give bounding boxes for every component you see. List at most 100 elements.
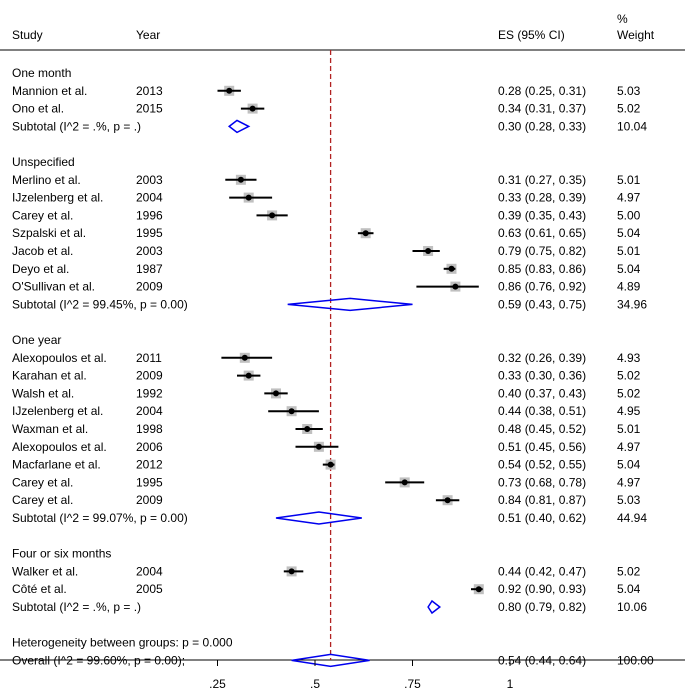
study-es: 0.33 (0.28, 0.39) [498,191,586,205]
study-es: 0.73 (0.68, 0.78) [498,475,586,489]
x-axis: .25 .5 .75 1 [209,660,514,691]
study-point [401,479,408,486]
subtotal-label: Subtotal (I^2 = .%, p = .) [12,600,141,614]
study-year: 2009 [136,280,163,294]
study-weight: 5.02 [617,369,641,383]
study-point [452,283,459,290]
study-weight: 5.02 [617,102,641,116]
study-es: 0.63 (0.61, 0.65) [498,226,586,240]
study-point [249,105,256,112]
study-name: Côté et al. [12,582,67,596]
study-weight: 4.95 [617,404,641,418]
study-es: 0.40 (0.37, 0.43) [498,386,586,400]
study-point [241,354,248,361]
study-weight: 5.02 [617,564,641,578]
study-es: 0.79 (0.75, 0.82) [498,244,586,258]
group-title: One year [12,333,61,347]
study-name: Jacob et al. [12,244,73,258]
study-es: 0.84 (0.81, 0.87) [498,493,586,507]
study-es: 0.34 (0.31, 0.37) [498,102,586,116]
subtotal-diamond [427,599,442,615]
subtotal-label: Subtotal (I^2 = 99.45%, p = 0.00) [12,297,188,311]
rows: One month Mannion et al. 2013 0.28 (0.25, 0… [12,66,654,667]
study-weight: 4.97 [617,440,641,454]
study-name: Szpalski et al. [12,226,86,240]
header-es: ES (95% CI) [498,28,565,42]
study-weight: 4.97 [617,191,641,205]
header-year: Year [136,28,160,42]
x-tick-label: .5 [310,677,320,691]
study-year: 2009 [136,369,163,383]
study-name: Mannion et al. [12,84,87,98]
study-name: Merlino et al. [12,173,81,187]
study-weight: 5.01 [617,244,641,258]
subtotal-diamond [287,297,413,312]
study-point [425,248,432,254]
subtotal-label: Subtotal (I^2 = .%, p = .) [12,119,141,133]
study-point [226,87,233,94]
study-year: 2012 [136,458,163,472]
study-name: Walker et al. [12,564,78,578]
subtotal-label: Subtotal (I^2 = 99.07%, p = 0.00) [12,511,188,525]
study-point [475,586,482,593]
study-year: 1987 [136,262,163,276]
study-year: 2005 [136,582,163,596]
study-es: 0.44 (0.38, 0.51) [498,404,586,418]
header-study: Study [12,28,43,42]
subtotal-es: 0.80 (0.79, 0.82) [498,600,586,614]
study-es: 0.28 (0.25, 0.31) [498,84,586,98]
study-weight: 5.01 [617,173,641,187]
study-year: 2004 [136,191,163,205]
study-name: Alexopoulos et al. [12,440,107,454]
study-name: Waxman et al. [12,422,88,436]
subtotal-weight: 10.04 [617,119,647,133]
study-es: 0.54 (0.52, 0.55) [498,458,586,472]
study-es: 0.44 (0.42, 0.47) [498,564,586,578]
study-weight: 5.03 [617,493,641,507]
study-weight: 5.01 [617,422,641,436]
overall-diamond [291,653,370,668]
study-weight: 5.03 [617,84,641,98]
subtotal-weight: 34.96 [617,297,647,311]
study-weight: 5.00 [617,208,641,222]
study-name: Carey et al. [12,475,73,489]
study-weight: 5.04 [617,582,641,596]
group-title: Four or six months [12,547,111,561]
study-weight: 5.04 [617,262,641,276]
study-name: Alexopoulos et al. [12,351,107,365]
study-year: 2003 [136,244,163,258]
study-year: 2013 [136,84,163,98]
study-point [288,568,295,575]
study-point [273,390,279,397]
study-year: 1992 [136,386,163,400]
study-weight: 4.89 [617,280,641,294]
heterogeneity-text: Heterogeneity between groups: p = 0.000 [12,636,233,650]
study-name: Ono et al. [12,102,64,116]
subtotal-diamond [227,119,251,134]
header-weight: Weight [617,28,655,42]
study-es: 0.51 (0.45, 0.56) [498,440,586,454]
study-year: 2006 [136,440,163,454]
study-point [444,497,451,504]
study-point [327,461,334,468]
study-point [269,212,276,219]
study-year: 1996 [136,208,163,222]
subtotal-diamond [275,511,362,525]
study-year: 1995 [136,475,163,489]
study-year: 2011 [136,351,162,365]
study-point [237,176,244,183]
overall-label: Overall (I^2 = 99.60%, p = 0.00); [12,653,185,667]
study-name: Carey et al. [12,208,73,222]
study-weight: 5.04 [617,458,641,472]
study-year: 2009 [136,493,163,507]
header-weight-percent: % [617,12,628,26]
study-name: Deyo et al. [12,262,69,276]
study-point [362,230,369,237]
group-title: One month [12,66,71,80]
study-weight: 5.04 [617,226,641,240]
study-point [315,443,322,450]
study-es: 0.39 (0.35, 0.43) [498,208,586,222]
study-es: 0.33 (0.30, 0.36) [498,369,586,383]
study-name: Walsh et al. [12,386,74,400]
